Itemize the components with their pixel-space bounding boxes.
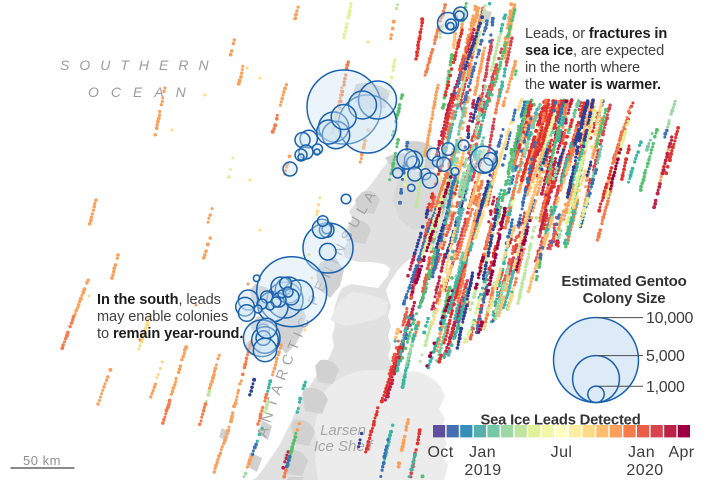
- svg-text:Larsen: Larsen: [320, 422, 366, 439]
- svg-text:Jul: Jul: [551, 444, 573, 461]
- svg-text:50 km: 50 km: [23, 453, 61, 468]
- svg-text:2020: 2020: [626, 462, 663, 479]
- svg-text:Apr: Apr: [668, 444, 694, 461]
- svg-text:Colony Size: Colony Size: [583, 290, 666, 307]
- svg-text:10,000: 10,000: [646, 310, 694, 327]
- svg-text:2019: 2019: [464, 462, 501, 479]
- svg-text:OCEAN: OCEAN: [88, 84, 198, 100]
- svg-text:SOUTHERN: SOUTHERN: [60, 57, 219, 73]
- svg-text:Jan: Jan: [469, 444, 496, 461]
- svg-text:5,000: 5,000: [646, 348, 685, 365]
- svg-text:1,000: 1,000: [646, 379, 685, 396]
- svg-text:Sea Ice Leads Detected: Sea Ice Leads Detected: [480, 413, 640, 429]
- svg-text:Jan: Jan: [628, 444, 655, 461]
- svg-text:Estimated Gentoo: Estimated Gentoo: [561, 273, 686, 290]
- svg-text:Oct: Oct: [427, 444, 453, 461]
